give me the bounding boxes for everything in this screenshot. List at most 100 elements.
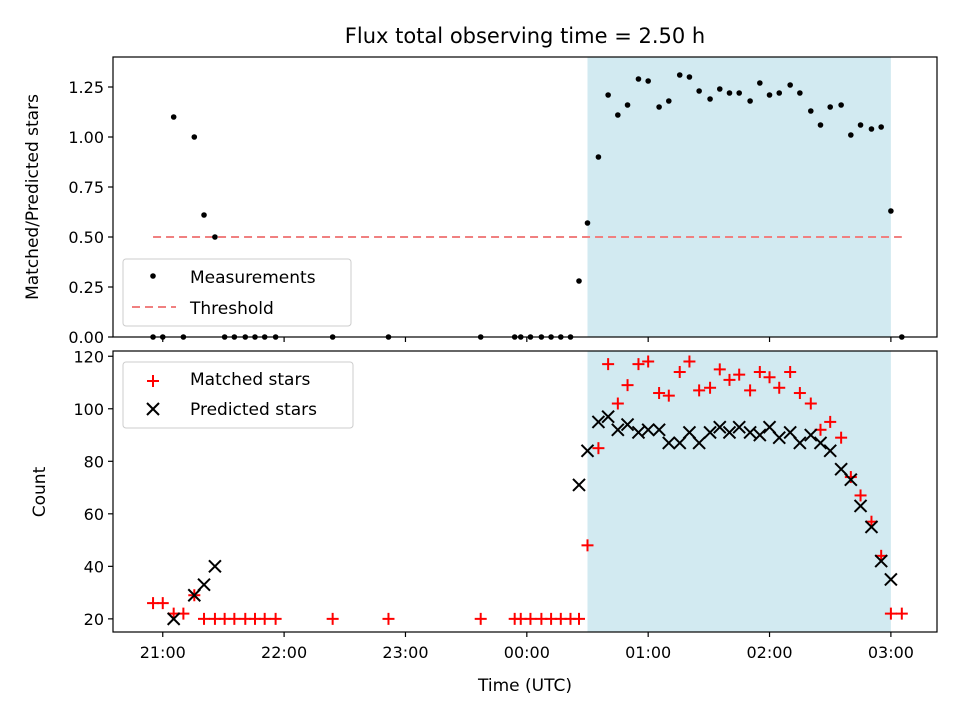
x-tick-label: 21:00 bbox=[140, 643, 186, 662]
y-tick-label: 0.50 bbox=[68, 228, 104, 247]
legend-ratio: Measurements Threshold bbox=[122, 258, 352, 327]
data-point-matched bbox=[326, 612, 339, 625]
data-point-matched bbox=[713, 363, 726, 376]
data-point-measurement bbox=[888, 208, 894, 214]
legend-label-measurements: Measurements bbox=[190, 268, 316, 288]
data-point-predicted bbox=[662, 436, 676, 450]
legend-marker-measurements bbox=[150, 273, 156, 279]
data-point-predicted bbox=[722, 425, 737, 440]
data-point-measurement bbox=[191, 134, 198, 140]
data-point-measurement bbox=[615, 112, 621, 118]
data-point-measurement bbox=[624, 102, 631, 108]
y-tick-label: 1.00 bbox=[68, 128, 104, 147]
data-point-matched bbox=[835, 431, 848, 444]
data-point-measurement bbox=[635, 76, 642, 82]
data-point-matched bbox=[763, 371, 776, 384]
data-point-measurement bbox=[827, 104, 834, 110]
data-point-predicted bbox=[611, 423, 625, 437]
data-point-predicted bbox=[783, 425, 797, 440]
data-point-predicted bbox=[673, 436, 687, 450]
data-point-measurement bbox=[848, 132, 854, 138]
chart-title: Flux total observing time = 2.50 h bbox=[345, 24, 705, 48]
data-point-matched bbox=[683, 355, 696, 368]
data-point-matched bbox=[662, 389, 675, 402]
data-point-matched bbox=[753, 366, 766, 379]
y-tick-label: 100 bbox=[73, 400, 104, 419]
data-point-matched bbox=[673, 366, 686, 379]
data-point-measurement bbox=[787, 82, 793, 88]
data-point-measurement bbox=[645, 78, 651, 84]
data-point-predicted bbox=[580, 444, 595, 458]
data-point-matched bbox=[524, 612, 537, 625]
data-point-predicted bbox=[713, 420, 727, 434]
data-point-predicted bbox=[591, 415, 606, 429]
data-point-predicted bbox=[793, 436, 807, 450]
data-point-matched bbox=[258, 612, 271, 625]
data-point-measurement bbox=[817, 122, 824, 128]
legend-label-predicted: Predicted stars bbox=[190, 400, 317, 420]
data-point-predicted bbox=[772, 430, 786, 445]
data-point-measurement bbox=[736, 90, 742, 96]
data-point-predicted bbox=[884, 572, 898, 587]
y-axis-label-ratio: Matched/Predicted stars bbox=[23, 94, 43, 300]
shaded-interval-count bbox=[587, 351, 891, 632]
legend-label-threshold: Threshold bbox=[189, 299, 274, 319]
data-point-measurement bbox=[747, 98, 753, 104]
data-point-measurement bbox=[878, 124, 884, 130]
data-point-predicted bbox=[864, 520, 879, 534]
data-point-matched bbox=[824, 415, 837, 428]
data-point-predicted bbox=[743, 425, 757, 440]
y-tick-label: 0.25 bbox=[68, 278, 104, 297]
data-point-matched bbox=[793, 387, 806, 400]
data-point-predicted bbox=[874, 554, 888, 568]
data-point-predicted bbox=[572, 478, 586, 492]
data-point-predicted bbox=[804, 428, 818, 442]
y-tick-label: 40 bbox=[84, 557, 104, 576]
data-point-measurement bbox=[776, 90, 783, 96]
axes-frame-ratio bbox=[112, 56, 938, 338]
data-point-matched bbox=[632, 358, 645, 371]
data-point-measurement bbox=[766, 92, 773, 98]
data-point-matched bbox=[156, 597, 169, 610]
shaded-interval-ratio bbox=[587, 57, 891, 337]
data-point-predicted bbox=[813, 436, 828, 450]
data-point-predicted bbox=[703, 425, 717, 440]
data-point-predicted bbox=[834, 462, 848, 476]
legend-box-count bbox=[122, 361, 354, 429]
data-point-measurement bbox=[807, 108, 814, 114]
data-point-predicted bbox=[753, 428, 767, 442]
data-point-predicted bbox=[641, 423, 655, 437]
y-tick-label: 80 bbox=[84, 452, 104, 471]
y-tick-label: 0.75 bbox=[68, 178, 104, 197]
data-point-matched bbox=[611, 397, 624, 410]
y-tick-label: 20 bbox=[84, 610, 104, 629]
data-point-matched bbox=[773, 381, 786, 394]
data-point-matched bbox=[382, 612, 395, 625]
data-point-predicted bbox=[197, 578, 211, 592]
data-point-predicted bbox=[762, 420, 777, 434]
data-point-matched bbox=[895, 607, 908, 620]
y-tick-label: 1.25 bbox=[68, 78, 104, 97]
data-point-matched bbox=[642, 355, 655, 368]
data-point-predicted bbox=[187, 588, 202, 602]
data-point-matched bbox=[884, 607, 897, 620]
data-point-predicted bbox=[601, 409, 615, 424]
data-point-measurement bbox=[212, 234, 218, 240]
data-point-predicted bbox=[732, 420, 746, 434]
data-point-matched bbox=[621, 379, 634, 392]
data-point-matched bbox=[693, 384, 706, 397]
data-point-predicted bbox=[208, 559, 222, 574]
x-tick-label: 01:00 bbox=[625, 643, 671, 662]
axes-frame-count bbox=[112, 350, 938, 633]
data-point-measurement bbox=[707, 96, 713, 102]
data-point-predicted bbox=[844, 472, 858, 487]
data-point-measurement bbox=[584, 220, 591, 226]
data-point-matched bbox=[198, 612, 211, 625]
data-point-measurement bbox=[170, 114, 177, 120]
x-tick-label: 03:00 bbox=[868, 643, 914, 662]
data-point-matched bbox=[653, 387, 666, 400]
data-point-matched bbox=[704, 381, 717, 394]
data-point-measurement bbox=[605, 92, 611, 98]
data-point-measurement bbox=[686, 74, 693, 80]
